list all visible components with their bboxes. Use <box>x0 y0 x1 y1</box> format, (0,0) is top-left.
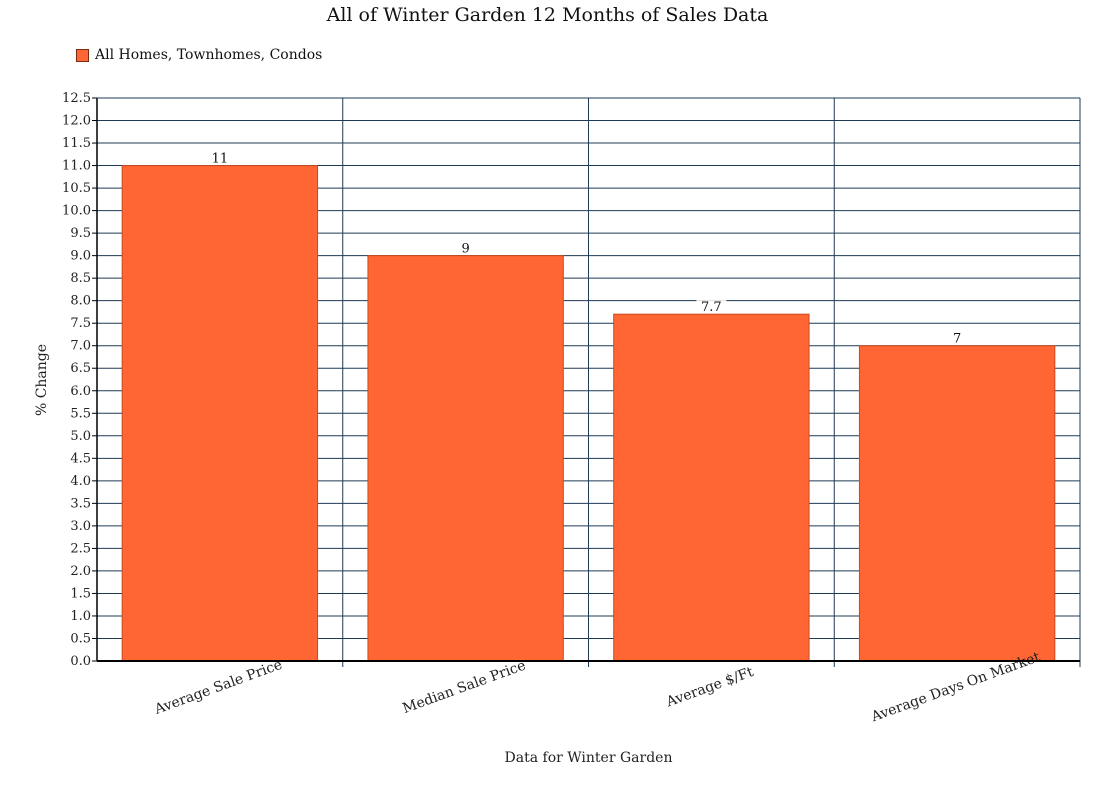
y-tick-label: 9.5 <box>70 226 91 241</box>
value-label: 11 <box>212 152 229 167</box>
y-tick-label: 4.0 <box>70 474 91 489</box>
x-axis-title: Data for Winter Garden <box>505 750 673 766</box>
value-label: 7.7 <box>701 300 722 315</box>
y-tick-label: 5.5 <box>70 406 91 421</box>
y-tick-label: 11.0 <box>62 159 91 174</box>
value-label: 7 <box>953 332 961 347</box>
y-tick-label: 0.0 <box>70 654 91 669</box>
y-tick-label: 1.5 <box>70 586 91 601</box>
y-tick-label: 1.0 <box>70 609 91 624</box>
y-tick-label: 6.5 <box>70 361 91 376</box>
y-tick-label: 2.5 <box>70 541 91 556</box>
y-tick-label: 10.5 <box>62 181 91 196</box>
y-tick-label: 7.5 <box>70 316 91 331</box>
bar <box>121 165 319 662</box>
y-tick-label: 4.5 <box>70 451 91 466</box>
y-tick-label: 8.0 <box>70 294 91 309</box>
y-tick-label: 9.0 <box>70 249 91 264</box>
y-tick-label: 0.5 <box>70 631 91 646</box>
y-tick-label: 6.0 <box>70 384 91 399</box>
y-tick-label: 11.5 <box>62 136 91 151</box>
bar <box>858 345 1056 662</box>
value-label-bg <box>950 331 965 345</box>
y-tick-label: 10.0 <box>62 204 91 219</box>
value-label-bg <box>458 241 473 255</box>
y-tick-label: 12.0 <box>62 114 91 129</box>
x-tick-label: Average Sale Price <box>152 657 285 718</box>
y-tick-label: 2.0 <box>70 564 91 579</box>
y-tick-label: 7.0 <box>70 339 91 354</box>
y-tick-label: 3.0 <box>70 519 91 534</box>
legend: All Homes, Townhomes, Condos <box>76 47 322 63</box>
y-tick-label: 3.5 <box>70 496 91 511</box>
y-tick-label: 8.5 <box>70 271 91 286</box>
value-label-bg <box>696 300 727 314</box>
bar <box>367 255 564 662</box>
legend-label: All Homes, Townhomes, Condos <box>95 47 323 63</box>
y-tick-label: 12.5 <box>62 91 91 106</box>
y-axis-title: % Change <box>34 344 50 416</box>
x-tick-label: Median Sale Price <box>401 658 528 717</box>
y-tick-label: 5.0 <box>70 429 91 444</box>
x-tick-label: Average $/Ft <box>663 664 756 711</box>
bar <box>613 313 810 662</box>
legend-swatch <box>76 48 89 62</box>
value-label: 9 <box>461 242 469 257</box>
chart-title: All of Winter Garden 12 Months of Sales … <box>326 4 769 26</box>
value-label-bg <box>208 151 231 165</box>
